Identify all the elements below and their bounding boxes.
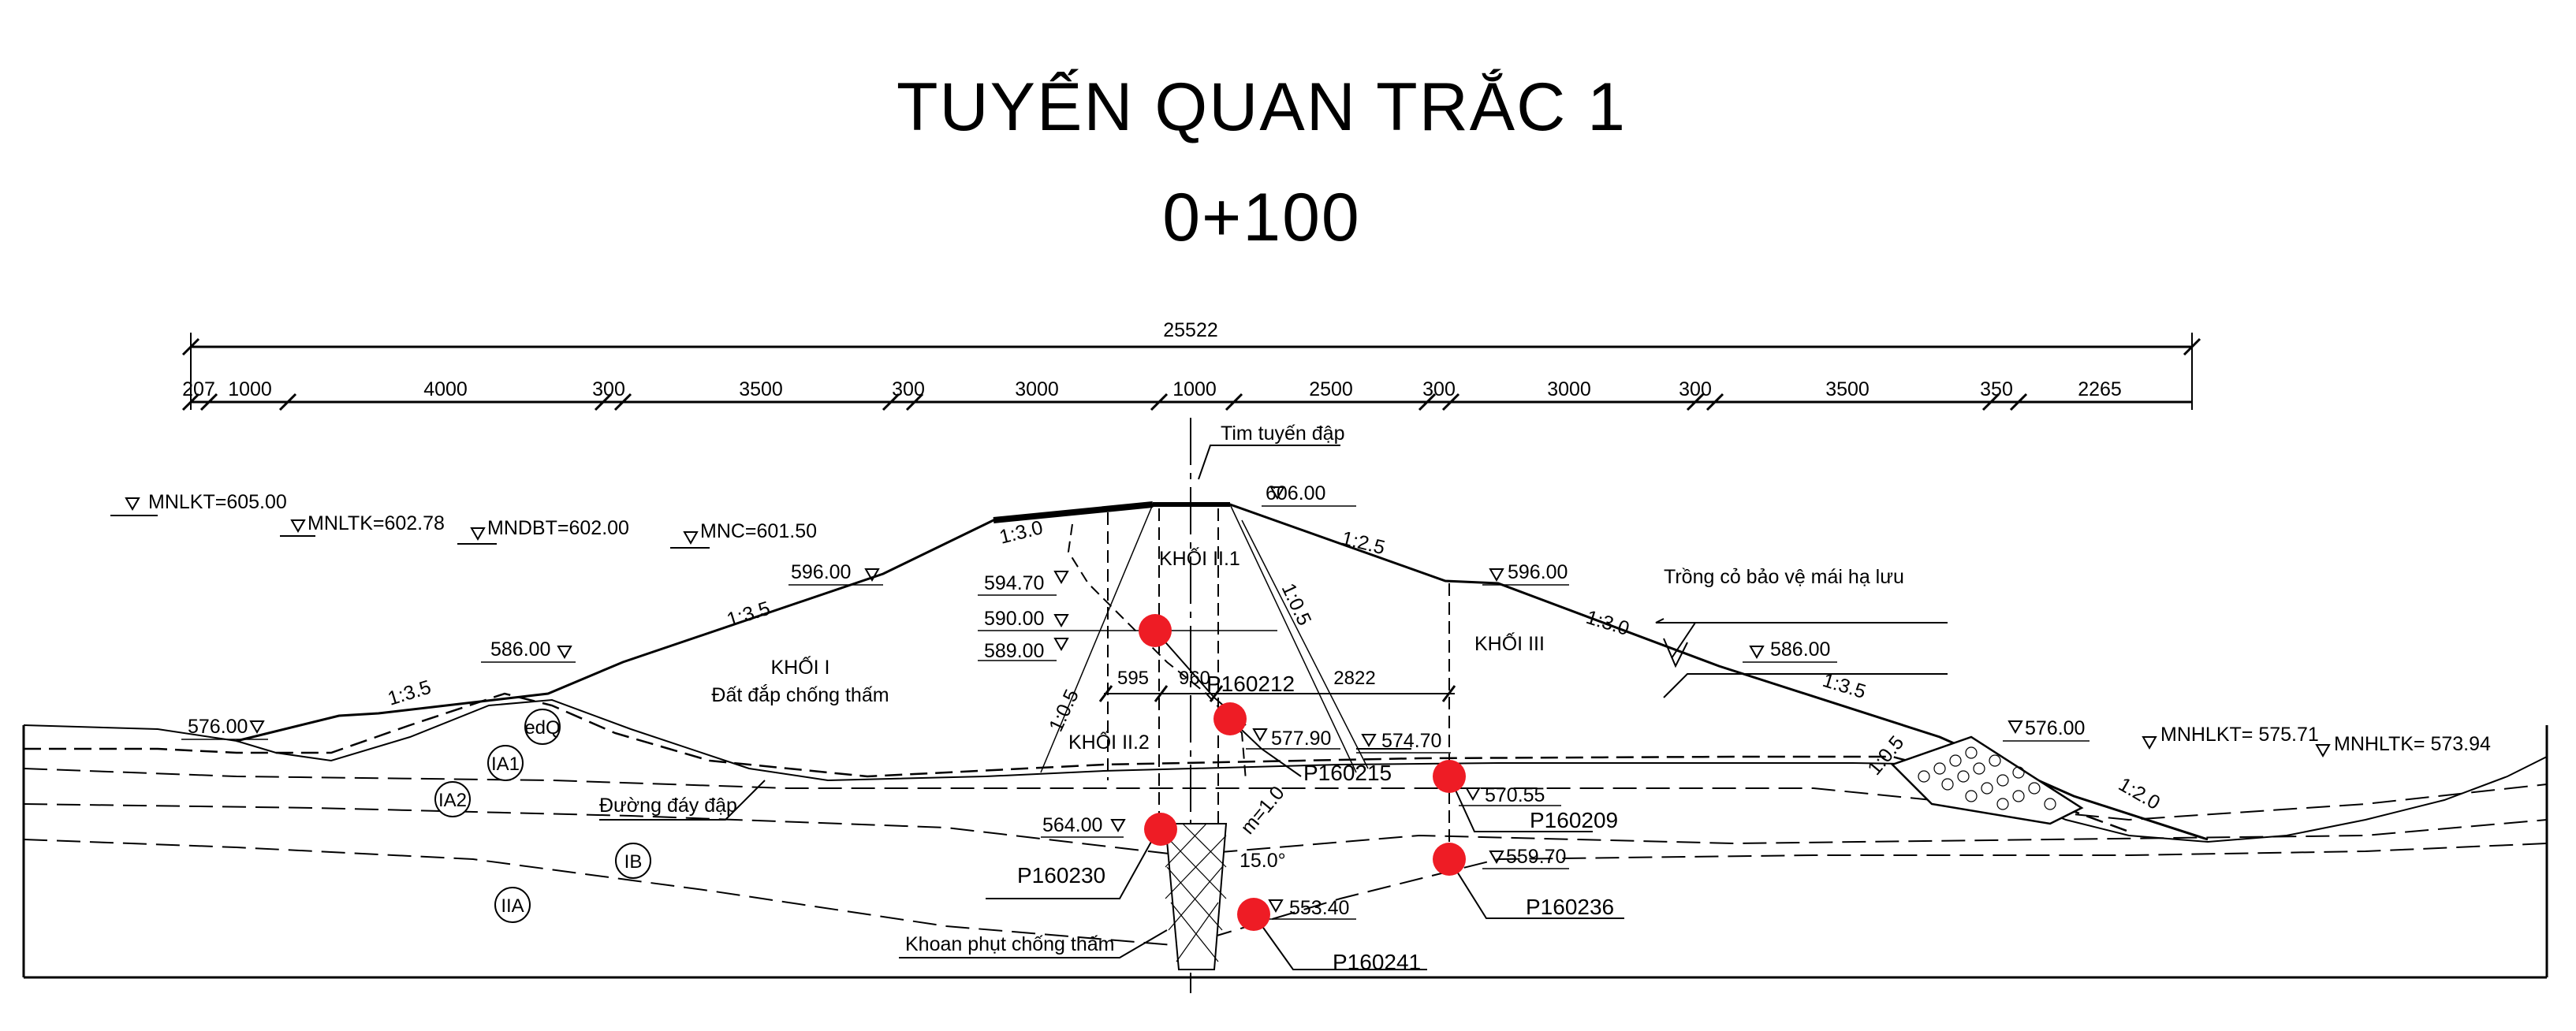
slope-us-low: 1:3.5 <box>386 676 434 710</box>
elev-553-40: 553.40 <box>1289 897 1349 919</box>
elev-570-55: 570.55 <box>1485 784 1545 806</box>
elev-core-589-00: 589.00 <box>984 640 1044 662</box>
seg-dim-5: 300 <box>892 378 925 400</box>
elev-ds-576: 576.00 <box>2025 717 2085 739</box>
elevation-markers <box>249 486 2023 914</box>
elev-559-70: 559.70 <box>1506 846 1566 868</box>
elev-ds-586: 586.00 <box>1770 638 1830 661</box>
water-level-markers <box>110 497 2331 758</box>
seg-dim-0: 207 <box>182 378 215 400</box>
drawing-subtitle-chainage: 0+100 <box>1162 180 1361 255</box>
segment-dimensions: 207 1000 4000 300 3500 300 3000 1000 250… <box>181 378 2192 411</box>
elev-us-576: 576.00 <box>188 716 248 738</box>
mnltk-label: MNLTK=602.78 <box>308 512 445 534</box>
zone-khoi-2-1: KHỐI II.1 <box>1159 546 1240 570</box>
piezometer-P160215-marker[interactable] <box>1213 702 1247 735</box>
dam-axis: Tim tuyến đập <box>1190 418 1344 993</box>
overall-dimension-label: 25522 <box>1163 319 1218 341</box>
slope-us-mid: 1:3.5 <box>725 597 773 631</box>
grout-curtain <box>1164 823 1228 970</box>
slope-ds-mid: 1:3.0 <box>1583 606 1631 640</box>
geo-ia2: IA2 <box>438 790 467 811</box>
geo-edq: edQ <box>524 717 560 739</box>
overall-dimension: 25522 <box>181 319 2201 410</box>
piezometer-markers[interactable] <box>1139 614 1466 931</box>
elev-us-596: 596.00 <box>791 561 851 583</box>
seg-dim-13: 350 <box>1980 378 2013 400</box>
zone-khoi-1: KHỐI I <box>770 655 829 679</box>
piezometer-P160212-marker[interactable] <box>1139 614 1172 647</box>
seg-dim-4: 3500 <box>739 378 783 400</box>
zone-khoi-1-desc: Đất đắp chống thấm <box>711 683 889 706</box>
slope-core-right: 1:0.5 <box>1277 580 1316 629</box>
seg-dim-14: 2265 <box>2078 378 2122 400</box>
mndbt-label: MNDBT=602.00 <box>487 517 629 539</box>
elev-crest: 606.00 <box>1266 482 1325 504</box>
callout-base-line: Đường đáy đập <box>599 795 737 817</box>
elev-core-594-70: 594.70 <box>984 572 1044 594</box>
elev-564-00: 564.00 <box>1042 814 1102 836</box>
geo-iia: IIA <box>501 895 524 917</box>
seg-dim-12: 3500 <box>1825 378 1870 400</box>
piezometer-P160241-label: P160241 <box>1333 950 1421 974</box>
seg-dim-6: 3000 <box>1015 378 1059 400</box>
callout-leaders <box>599 618 1948 958</box>
elev-ds-596: 596.00 <box>1508 561 1568 583</box>
piezometer-P160236-marker[interactable] <box>1433 843 1466 876</box>
zone-lines: 595 960 2822 <box>1040 504 1456 875</box>
piezometer-P160230-label: P160230 <box>1017 863 1105 888</box>
mnlkt-label: MNLKT=605.00 <box>148 491 287 513</box>
piezometer-P160241-marker[interactable] <box>1237 898 1270 931</box>
elev-us-586: 586.00 <box>490 638 550 661</box>
slope-toe-out: 1:2.0 <box>2115 773 2164 814</box>
slope-ds-top: 1:2.5 <box>1340 527 1388 560</box>
core-dim-2822: 2822 <box>1333 668 1375 689</box>
zone-khoi-3: KHỐI III <box>1474 631 1545 655</box>
seg-dim-3: 300 <box>592 378 625 400</box>
piezometer-P160209-marker[interactable] <box>1433 760 1466 793</box>
callout-grass: Trồng cỏ bảo vệ mái hạ lưu <box>1664 566 1904 588</box>
piezometer-P160215-label: P160215 <box>1303 761 1392 785</box>
seg-dim-8: 2500 <box>1309 378 1353 400</box>
piezometer-P160209-label: P160209 <box>1530 808 1618 832</box>
seg-dim-2: 4000 <box>423 378 468 400</box>
toe-drain <box>1890 735 2084 825</box>
geo-ib: IB <box>624 851 643 873</box>
piezometer-P160212-label: P160212 <box>1206 672 1295 696</box>
mnc-label: MNC=601.50 <box>700 520 817 542</box>
seg-dim-7: 1000 <box>1172 378 1217 400</box>
seg-dim-10: 3000 <box>1547 378 1591 400</box>
grout-angle: 15.0° <box>1240 850 1286 872</box>
seg-dim-11: 300 <box>1679 378 1712 400</box>
drawing-title: TUYẾN QUAN TRẮC 1 <box>897 69 1627 145</box>
seg-dim-1: 1000 <box>228 378 272 400</box>
callout-grout: Khoan phụt chống thấm <box>905 933 1114 955</box>
piezometer-P160230-marker[interactable] <box>1144 813 1177 846</box>
mnhltk-label: MNHLTK= 573.94 <box>2334 733 2491 755</box>
geo-ia1: IA1 <box>491 754 520 775</box>
slope-core-left: 1:0.5 <box>1045 686 1083 735</box>
axis-label: Tim tuyến đập <box>1221 422 1344 445</box>
core-dim-595: 595 <box>1117 668 1149 689</box>
mnhlkt-label: MNHLKT= 575.71 <box>2160 724 2319 746</box>
elev-577-90: 577.90 <box>1271 728 1331 750</box>
elev-core-590-00: 590.00 <box>984 608 1044 630</box>
seg-dim-9: 300 <box>1422 378 1456 400</box>
zone-khoi-2-2: KHỐI II.2 <box>1068 730 1150 754</box>
core-dim-960: 960 <box>1179 668 1210 689</box>
elevation-underlines <box>181 505 2090 920</box>
piezometer-P160236-label: P160236 <box>1526 895 1614 919</box>
grout-slope: m=1.0 <box>1236 782 1289 839</box>
geology-circles <box>434 709 651 923</box>
section-frame <box>22 725 2548 979</box>
